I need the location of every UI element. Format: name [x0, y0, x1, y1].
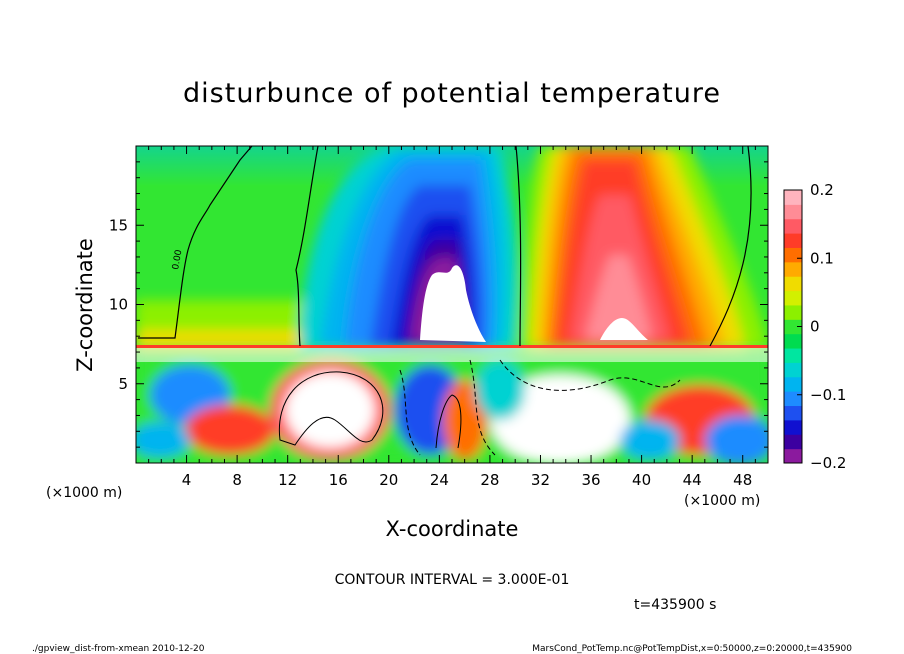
colorbar-swatch [784, 290, 802, 306]
y-tick-label: 10 [109, 296, 128, 314]
colorbar-swatch [784, 405, 802, 421]
x-tick-label: 44 [683, 471, 702, 489]
turbulent-band [136, 348, 768, 362]
colorbar-swatch [784, 376, 802, 392]
contour-zero-left [138, 146, 253, 339]
colorbar-tick-label: 0.2 [810, 181, 834, 199]
colorbar-swatch [784, 276, 802, 292]
colorbar-swatch [784, 391, 802, 407]
contour-lower-dashed [499, 359, 681, 391]
chart-title: disturbunce of potential temperature [183, 78, 721, 109]
colorbar-tick-label: −0.2 [810, 454, 846, 472]
colorbar-tick-label: −0.1 [810, 386, 846, 404]
x-tick-label: 24 [430, 471, 449, 489]
x-tick-label: 12 [278, 471, 297, 489]
x-unit-left: (×1000 m) [46, 485, 122, 501]
x-unit-right: (×1000 m) [684, 493, 760, 509]
y-tick-label: 5 [118, 375, 128, 393]
layer-boundary [136, 345, 768, 348]
colorbar-swatch [784, 304, 802, 320]
colorbar-swatch [784, 419, 802, 435]
footer-left: ./gpview_dist-from-xmean 2010-12-20 [32, 644, 205, 654]
x-tick-label: 36 [581, 471, 600, 489]
colorbar-swatch [784, 333, 802, 349]
x-tick-label: 40 [632, 471, 651, 489]
y-axis-ticks: 5 10 15 [109, 161, 768, 448]
contour-lower-dashed-3 [469, 359, 496, 456]
contour-lower-1 [278, 371, 384, 446]
white-region-warm [600, 318, 648, 340]
x-tick-label: 4 [182, 471, 192, 489]
colorbar-swatch [784, 434, 802, 450]
time-text: t=435900 s [634, 597, 716, 613]
colorbar-tick-label: 0 [810, 318, 820, 336]
contour-lower-2 [435, 394, 462, 449]
colorbar-swatch [784, 218, 802, 234]
x-axis-ticks: 4 8 12 16 20 24 28 32 36 40 44 48 [148, 146, 756, 489]
y-axis-label: Z-coordinate [73, 238, 97, 372]
colorbar-swatch [784, 362, 802, 378]
colorbar-tick-label: 0.1 [810, 249, 834, 267]
colorbar-swatch [784, 190, 802, 205]
x-axis-label: X-coordinate [386, 517, 519, 541]
plot-area [136, 146, 768, 463]
colorbar-swatch [784, 204, 802, 220]
colorbar-swatch [784, 233, 802, 248]
x-tick-label: 20 [379, 471, 398, 489]
contour-zero-right [709, 146, 752, 347]
contour-label: 0.00 [171, 249, 184, 271]
x-tick-label: 48 [733, 471, 752, 489]
colorbar-ticks: 0.2 0.1 0 −0.1 −0.2 [797, 181, 846, 472]
contour-interval-text: CONTOUR INTERVAL = 3.000E-01 [335, 572, 570, 588]
contour-zero-mid-left [295, 146, 319, 347]
colorbar-swatch [784, 348, 802, 363]
x-tick-label: 8 [232, 471, 242, 489]
x-tick-label: 16 [329, 471, 348, 489]
colorbar-swatch [784, 247, 802, 263]
x-tick-label: 28 [480, 471, 499, 489]
footer-right: MarsCond_PotTemp.nc@PotTempDist,x=0:5000… [532, 644, 852, 654]
y-tick-label: 15 [109, 216, 128, 234]
colorbar [783, 189, 803, 464]
x-tick-label: 32 [531, 471, 550, 489]
contour-lower-dashed-2 [399, 369, 421, 456]
colorbar-swatch [784, 448, 802, 464]
white-region-cold [420, 265, 486, 342]
contour-zero-mid [515, 146, 522, 347]
colorbar-swatch [784, 319, 802, 335]
colorbar-swatch [784, 261, 802, 277]
